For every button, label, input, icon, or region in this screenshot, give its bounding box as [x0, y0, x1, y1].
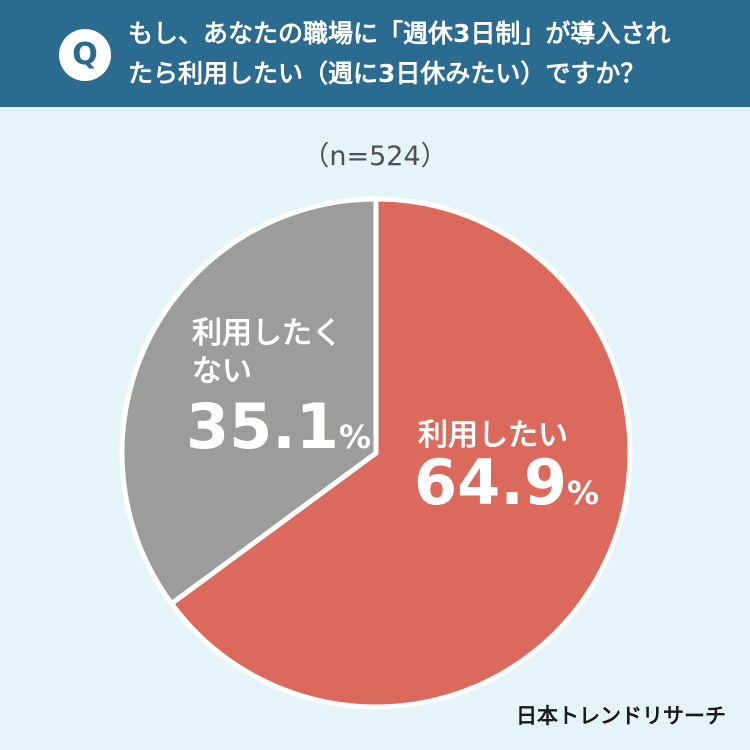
- slice-percent-no: 35.1%: [186, 392, 371, 472]
- brand-logo-text: 日本トレンドリサーチ: [516, 704, 726, 728]
- q-badge: Q: [59, 29, 111, 81]
- slice-percent-yes-value: 64.9: [414, 446, 567, 519]
- percent-sign: %: [566, 474, 600, 512]
- slice-label-yes: 利用したい: [418, 418, 568, 453]
- question-line-2: たら利用したい（週に3日休みたい）ですか？: [128, 59, 646, 88]
- percent-sign: %: [338, 418, 372, 456]
- question-header: Q もし、あなたの職場に「週休3日制」が導入され たら利用したい（週に3日休みた…: [0, 0, 750, 107]
- pie-slice-yes: [167, 196, 633, 710]
- slice-label-no-line1: 利用したく: [192, 316, 342, 351]
- sample-size: （n=524）: [302, 141, 448, 172]
- slice-percent-yes: 64.9%: [414, 448, 599, 528]
- slice-label-no-line2: ない: [192, 354, 252, 389]
- pie-slice-no: [119, 196, 379, 608]
- question-line-1: もし、あなたの職場に「週休3日制」が導入され: [128, 19, 671, 48]
- slice-percent-no-value: 35.1: [186, 390, 339, 463]
- question-text: もし、あなたの職場に「週休3日制」が導入され たら利用したい（週に3日休みたい）…: [128, 14, 728, 94]
